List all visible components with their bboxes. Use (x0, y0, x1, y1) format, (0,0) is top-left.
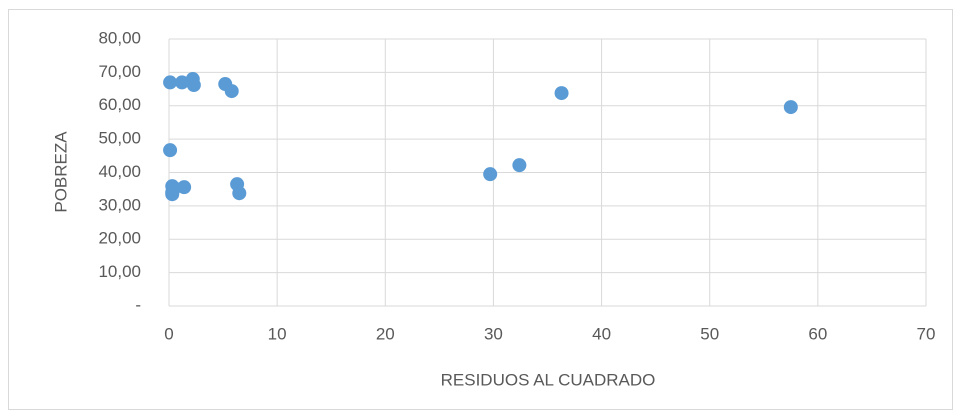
point (232, 186, 247, 201)
x-tick-label: 60 (808, 324, 827, 343)
y-tick-label: 30,00 (98, 195, 141, 214)
y-tick-label: - (135, 295, 141, 314)
point (224, 84, 239, 99)
point (163, 143, 178, 158)
y-tick-label: 50,00 (98, 129, 141, 148)
y-tick-label: 20,00 (98, 229, 141, 248)
y-axis-title: POBREZA (51, 131, 70, 213)
x-tick-label: 10 (268, 324, 287, 343)
x-tick-label: 70 (917, 324, 936, 343)
point (177, 180, 192, 195)
y-tick-label: 80,00 (98, 28, 141, 47)
point (163, 75, 178, 90)
y-tick-label: 60,00 (98, 95, 141, 114)
point (174, 75, 189, 90)
x-tick-label: 20 (376, 324, 395, 343)
x-tick-label: 30 (484, 324, 503, 343)
chart-frame (8, 9, 953, 410)
y-tick-label: 40,00 (98, 162, 141, 181)
point (165, 187, 180, 202)
x-tick-label: 50 (700, 324, 719, 343)
point (483, 167, 498, 182)
x-tick-label: 0 (164, 324, 173, 343)
point (783, 100, 798, 115)
x-axis-title: RESIDUOS AL CUADRADO (441, 370, 656, 389)
point (554, 86, 569, 101)
point (186, 78, 201, 93)
point (512, 158, 527, 173)
y-tick-label: 70,00 (98, 62, 141, 81)
y-tick-label: 10,00 (98, 262, 141, 281)
x-tick-label: 40 (592, 324, 611, 343)
